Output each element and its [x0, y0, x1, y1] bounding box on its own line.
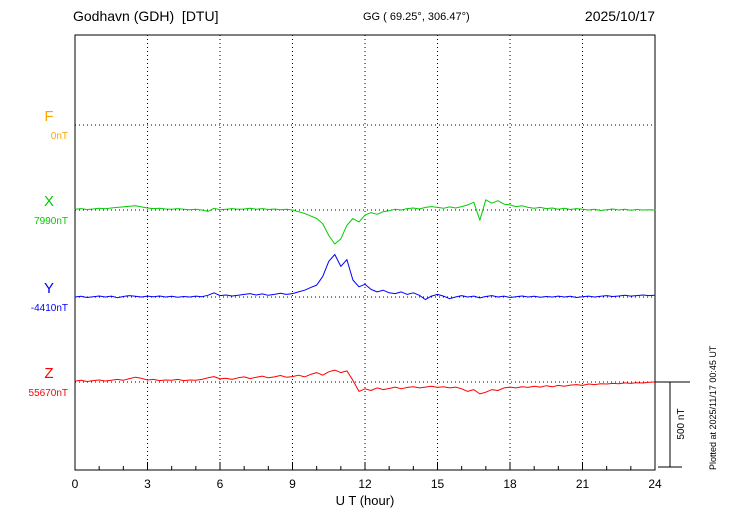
x-tick-label: 12 [358, 477, 372, 491]
baseline-value-Y: -4410nT [31, 303, 68, 314]
plot-border [74, 34, 656, 471]
x-tick-label: 24 [648, 477, 662, 491]
x-axis-tick-labels: 0 3 6 9 12 15 18 21 24 [72, 477, 662, 491]
x-axis-ticks [74, 462, 656, 470]
plotted-at-timestamp: Plotted at 2025/11/17 00:45 UT [708, 345, 718, 470]
x-tick-label: 3 [144, 477, 151, 491]
x-tick-label: 9 [289, 477, 296, 491]
scale-bracket: 500 nT [655, 381, 690, 468]
traces [74, 199, 656, 395]
baseline-value-Z: 55670nT [29, 388, 68, 399]
station-title: Godhavn (GDH) [DTU] [73, 8, 219, 24]
x-tick-label: 15 [431, 477, 445, 491]
component-label-F: F [44, 108, 53, 125]
observation-date: 2025/10/17 [584, 8, 655, 24]
baseline-value-X: 7990nT [34, 216, 68, 227]
vertical-gridlines [147, 35, 583, 470]
x-tick-label: 21 [576, 477, 590, 491]
x-tick-label: 18 [503, 477, 517, 491]
component-label-Y: Y [44, 280, 54, 297]
component-label-Z: Z [44, 365, 53, 382]
geographic-coordinates: GG ( 69.25°, 306.47°) [363, 11, 470, 23]
x-tick-label: 6 [217, 477, 224, 491]
x-axis-title: U T (hour) [336, 493, 395, 508]
component-labels: F 0nT X 7990nT Y -4410nT Z 55670nT [29, 108, 68, 399]
baseline-value-F: 0nT [51, 131, 68, 142]
x-tick-label: 0 [72, 477, 79, 491]
trace-Y [74, 254, 656, 301]
trace-X [74, 199, 656, 245]
horizontal-baselines [75, 124, 655, 383]
component-label-X: X [44, 193, 54, 210]
scale-bar-label: 500 nT [676, 408, 687, 439]
trace-Z [74, 369, 656, 395]
